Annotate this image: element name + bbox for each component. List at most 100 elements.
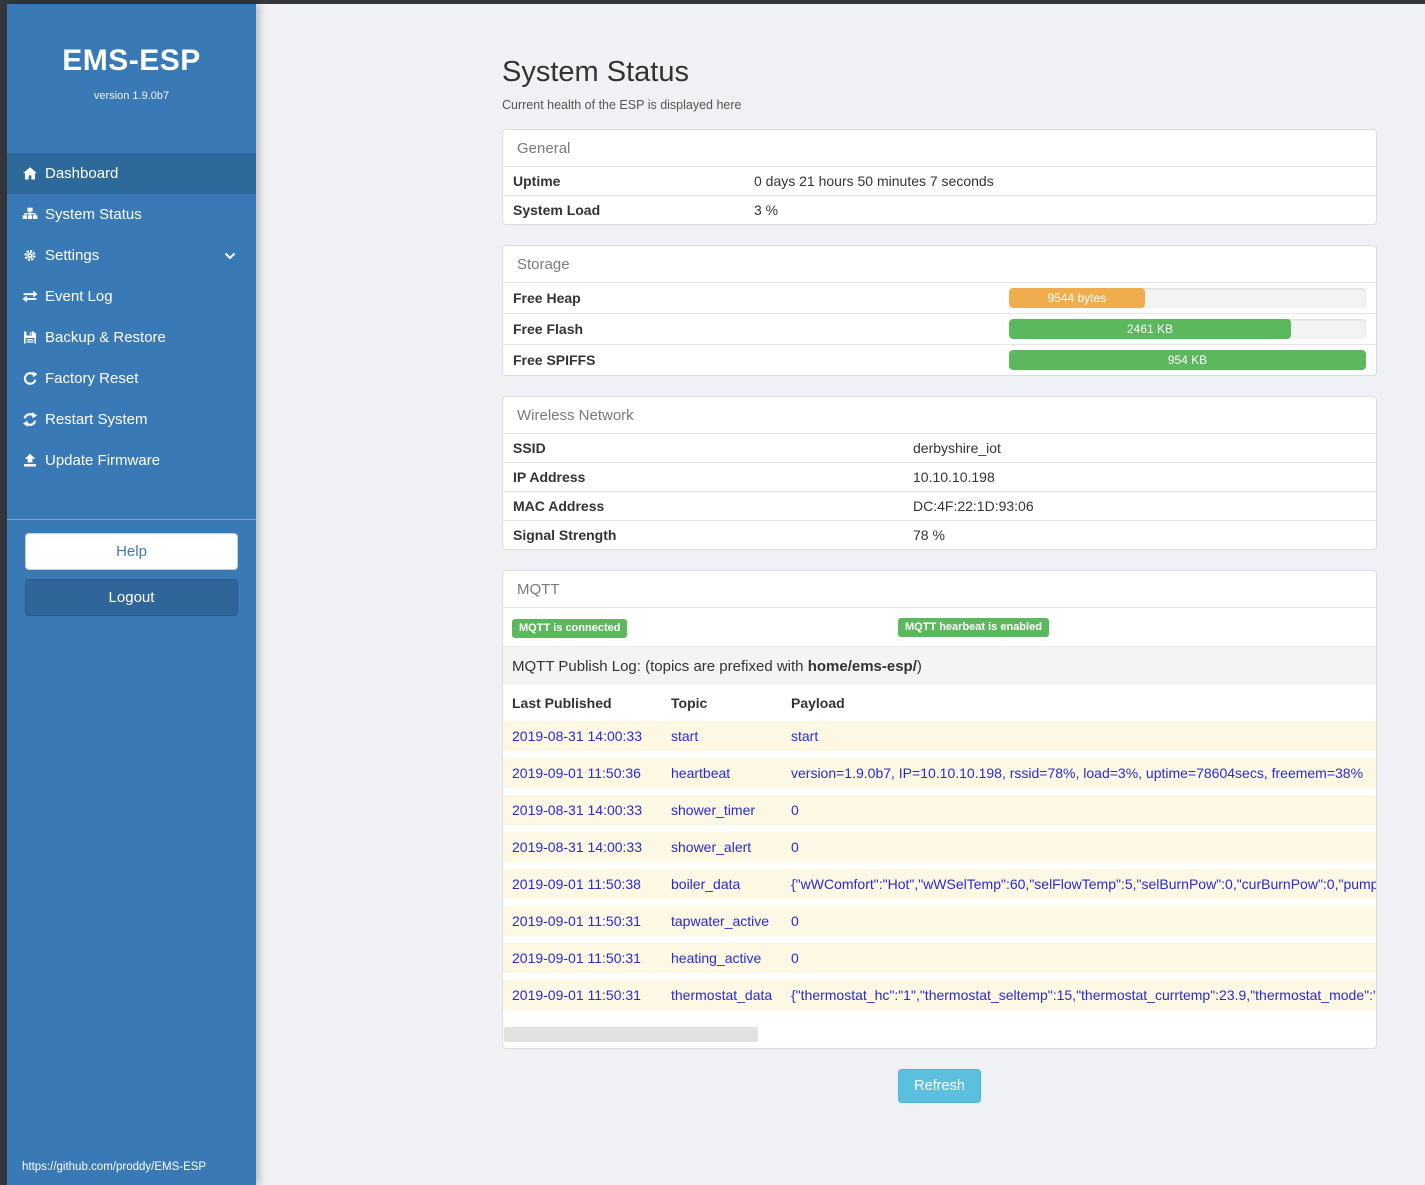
panel-storage-header: Storage — [517, 256, 570, 273]
free-spiffs-progress-bar: 954 KB — [1009, 350, 1366, 370]
free-heap-progress-bar: 9544 bytes — [1009, 288, 1145, 308]
main-content: System Status Current health of the ESP … — [502, 4, 1377, 1103]
cell-last-published: 2019-09-01 11:50:38 — [503, 865, 662, 906]
sidebar-item-update-firmware[interactable]: Update Firmware — [7, 440, 256, 481]
save-icon — [22, 329, 38, 346]
storage-row-free-heap: Free Heap 9544 bytes — [503, 282, 1376, 313]
column-header-topic: Topic — [671, 695, 708, 711]
mqtt-publish-log-table: Last Published Topic Payload 2019-08-31 … — [503, 685, 1376, 1017]
panel-wireless-network: Wireless Network SSID derbyshire_iot IP … — [502, 396, 1377, 550]
sidebar-item-restart-system[interactable]: Restart System — [7, 399, 256, 440]
sidebar-item-factory-reset[interactable]: Factory Reset — [7, 358, 256, 399]
cell-topic: heartbeat — [662, 754, 782, 795]
cell-last-published: 2019-09-01 11:50:31 — [503, 976, 662, 1017]
wireless-row-signal-strength: Signal Strength 78 % — [503, 520, 1376, 549]
cell-topic: tapwater_active — [662, 902, 782, 943]
row-value: 0 days 21 hours 50 minutes 7 seconds — [754, 173, 994, 189]
column-header-payload: Payload — [791, 695, 845, 711]
row-label: MAC Address — [513, 498, 605, 514]
panel-storage: Storage Free Heap 9544 bytes Free Flash … — [502, 245, 1377, 376]
progress-track: 954 KB — [1009, 350, 1366, 370]
mqtt-connected-badge: MQTT is connected — [512, 619, 628, 638]
cell-last-published: 2019-09-01 11:50:31 — [503, 939, 662, 980]
cell-payload: start — [782, 721, 1376, 758]
row-label: Free SPIFFS — [513, 352, 596, 368]
app-title: EMS-ESP — [62, 44, 201, 77]
panel-mqtt-header: MQTT — [517, 581, 560, 598]
cell-payload: 0 — [782, 939, 1376, 980]
page-subtitle: Current health of the ESP is displayed h… — [502, 98, 742, 112]
sidebar-item-settings[interactable]: Settings — [7, 235, 256, 276]
sidebar-item-label: Backup & Restore — [45, 329, 166, 346]
cell-topic: shower_timer — [662, 791, 782, 832]
sidebar-divider — [7, 519, 256, 520]
row-label: SSID — [513, 440, 546, 456]
sidebar-buttons: Help Logout — [7, 533, 256, 616]
refresh-button[interactable]: Refresh — [898, 1069, 981, 1103]
table-row: 2019-09-01 11:50:31 thermostat_data {"th… — [503, 976, 1376, 1017]
chevron-down-icon — [224, 252, 236, 260]
logout-button[interactable]: Logout — [25, 579, 238, 616]
sidebar-item-event-log[interactable]: Event Log — [7, 276, 256, 317]
row-label: System Load — [513, 202, 601, 218]
cell-topic: heating_active — [662, 939, 782, 980]
horizontal-scrollbar — [504, 1027, 1375, 1042]
cell-payload: {"thermostat_hc":"1","thermostat_seltemp… — [782, 976, 1376, 1017]
cell-payload: 0 — [782, 791, 1376, 832]
cell-topic: thermostat_data — [662, 976, 782, 1017]
sitemap-icon — [22, 206, 38, 223]
progress-track: 9544 bytes — [1009, 288, 1366, 308]
table-row: 2019-09-01 11:50:36 heartbeat version=1.… — [503, 754, 1376, 795]
cell-topic: shower_alert — [662, 828, 782, 869]
sidebar-item-dashboard[interactable]: Dashboard — [7, 153, 256, 194]
cell-last-published: 2019-09-01 11:50:31 — [503, 902, 662, 943]
storage-row-free-spiffs: Free SPIFFS 954 KB — [503, 344, 1376, 375]
cell-payload: 0 — [782, 902, 1376, 943]
cell-last-published: 2019-08-31 14:00:33 — [503, 791, 662, 832]
wireless-row-ip-address: IP Address 10.10.10.198 — [503, 462, 1376, 491]
mqtt-heartbeat-badge: MQTT hearbeat is enabled — [898, 618, 1049, 637]
upload-icon — [22, 452, 38, 469]
cell-topic: boiler_data — [662, 865, 782, 906]
app-version: version 1.9.0b7 — [93, 90, 170, 102]
row-label: Uptime — [513, 173, 561, 189]
sidebar-item-label: Update Firmware — [45, 452, 161, 469]
sidebar-item-label: System Status — [45, 206, 142, 223]
cell-last-published: 2019-09-01 11:50:36 — [503, 754, 662, 795]
panel-mqtt: MQTT MQTT is connected MQTT hearbeat is … — [502, 570, 1377, 1049]
github-footer-link[interactable]: https://github.com/proddy/EMS-ESP — [22, 1161, 207, 1173]
row-label: Signal Strength — [513, 527, 617, 543]
undo-icon — [22, 370, 38, 387]
cell-last-published: 2019-08-31 14:00:33 — [503, 721, 662, 758]
sidebar-item-system-status[interactable]: System Status — [7, 194, 256, 235]
table-row: 2019-09-01 11:50:38 boiler_data {"wWComf… — [503, 865, 1376, 906]
sidebar: EMS-ESP version 1.9.0b7 Dashboard — [7, 4, 256, 1185]
gear-icon — [22, 247, 38, 264]
sidebar-item-label: Dashboard — [45, 165, 119, 182]
caption-topic-prefix: home/ems-esp/ — [807, 658, 917, 675]
cell-last-published: 2019-08-31 14:00:33 — [503, 828, 662, 869]
column-header-last-published: Last Published — [512, 695, 612, 711]
wireless-row-mac-address: MAC Address DC:4F:22:1D:93:06 — [503, 491, 1376, 520]
table-row: 2019-08-31 14:00:33 shower_timer 0 — [503, 791, 1376, 832]
row-value: DC:4F:22:1D:93:06 — [913, 498, 1034, 514]
caption-text: MQTT Publish Log: (topics are prefixed w… — [512, 658, 808, 675]
horizontal-scrollbar-thumb[interactable] — [504, 1027, 758, 1042]
table-header-row: Last Published Topic Payload — [503, 685, 1376, 721]
row-label: Free Heap — [513, 290, 581, 306]
general-row-system-load: System Load 3 % — [503, 195, 1376, 224]
sidebar-item-label: Factory Reset — [45, 370, 139, 387]
sync-icon — [22, 411, 38, 428]
sidebar-item-backup-restore[interactable]: Backup & Restore — [7, 317, 256, 358]
app-frame: EMS-ESP version 1.9.0b7 Dashboard — [7, 4, 1425, 1185]
progress-track: 2461 KB — [1009, 319, 1366, 339]
help-button[interactable]: Help — [25, 533, 238, 570]
table-row: 2019-09-01 11:50:31 heating_active 0 — [503, 939, 1376, 980]
mqtt-publish-log-caption: MQTT Publish Log: (topics are prefixed w… — [503, 646, 1376, 685]
panel-general-header: General — [517, 140, 571, 157]
cell-topic: start — [662, 721, 782, 758]
row-label: Free Flash — [513, 321, 584, 337]
sidebar-nav: Dashboard System Status — [7, 153, 256, 481]
caption-text: ) — [916, 658, 922, 675]
panel-wireless-header: Wireless Network — [517, 407, 634, 424]
